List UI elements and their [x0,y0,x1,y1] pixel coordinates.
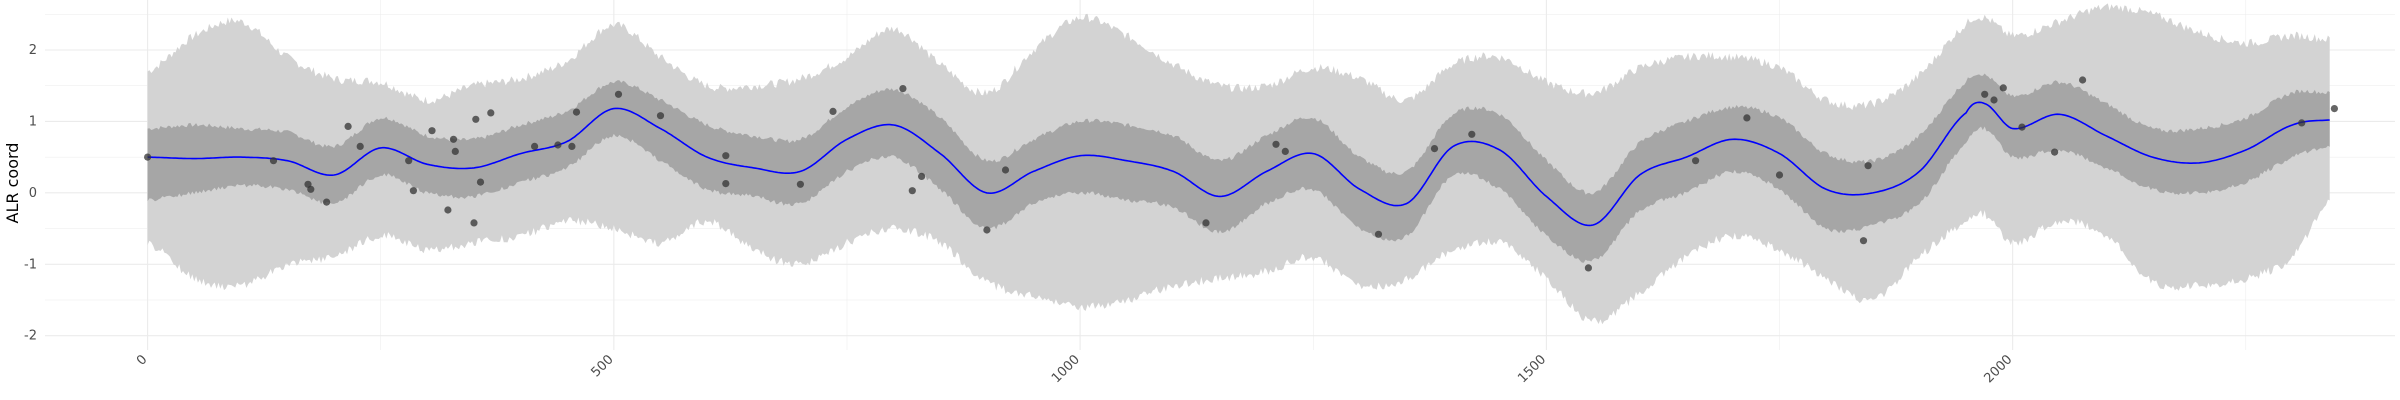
observed-points [144,76,2338,272]
data-point [2018,123,2026,131]
data-point [476,178,485,186]
data-point [1430,145,1439,153]
data-point [451,147,459,155]
y-tick-label: 0 [29,186,37,201]
y-tick-label: 2 [29,43,37,58]
x-tick-label: 0 [134,352,150,368]
data-point [1859,237,1868,245]
data-point [269,157,278,165]
data-point [487,109,495,117]
data-point [323,198,331,206]
data-point [1999,84,2007,92]
data-point [1202,219,1210,227]
data-point [531,142,539,150]
data-point [2079,76,2087,84]
data-point [405,157,413,165]
data-point [722,180,730,188]
data-point [983,226,991,234]
data-point [554,141,562,149]
data-point [796,180,805,188]
data-point [472,115,480,123]
data-point [829,107,837,115]
data-point [614,90,623,98]
data-point [899,85,907,93]
data-point [344,122,352,130]
data-point [918,172,926,180]
x-tick-label: 1000 [1049,352,1083,386]
data-point [470,219,478,227]
data-point [1990,96,1998,104]
data-point [356,142,364,150]
data-point [1584,264,1592,272]
y-tick-label: 1 [29,114,37,129]
x-tick-label: 500 [589,352,617,380]
y-axis-title: ALR coord [3,143,22,224]
data-point [572,108,581,116]
x-tick-label: 2000 [1981,352,2015,386]
data-point [2330,105,2338,113]
data-point [908,187,916,195]
y-tick-label: -1 [24,257,37,272]
data-point [1864,162,1872,170]
data-point [144,153,152,161]
data-point [1272,140,1280,148]
data-point [2051,148,2059,156]
data-point [1775,171,1784,179]
data-point [1981,90,1989,98]
data-point [1374,230,1383,238]
mean-line [147,101,2330,227]
x-tick-labels: 0 500 1000 1500 2000 [134,352,2016,386]
data-point [428,127,436,135]
data-point [2298,119,2306,127]
data-point [307,185,315,193]
inner-credible-band [147,73,2330,263]
y-tick-labels: -2 -1 0 1 2 [24,43,37,344]
data-point [722,152,730,160]
data-point [409,187,417,195]
data-point [1281,147,1289,155]
data-point [1743,114,1751,122]
data-point [1692,157,1700,165]
data-point [656,112,665,120]
data-point [1468,130,1476,138]
x-tick-label: 1500 [1515,352,1549,386]
data-point [444,206,452,214]
data-point [568,142,576,150]
data-point [449,135,458,143]
y-tick-label: -2 [24,329,37,344]
data-point [1001,166,1010,174]
